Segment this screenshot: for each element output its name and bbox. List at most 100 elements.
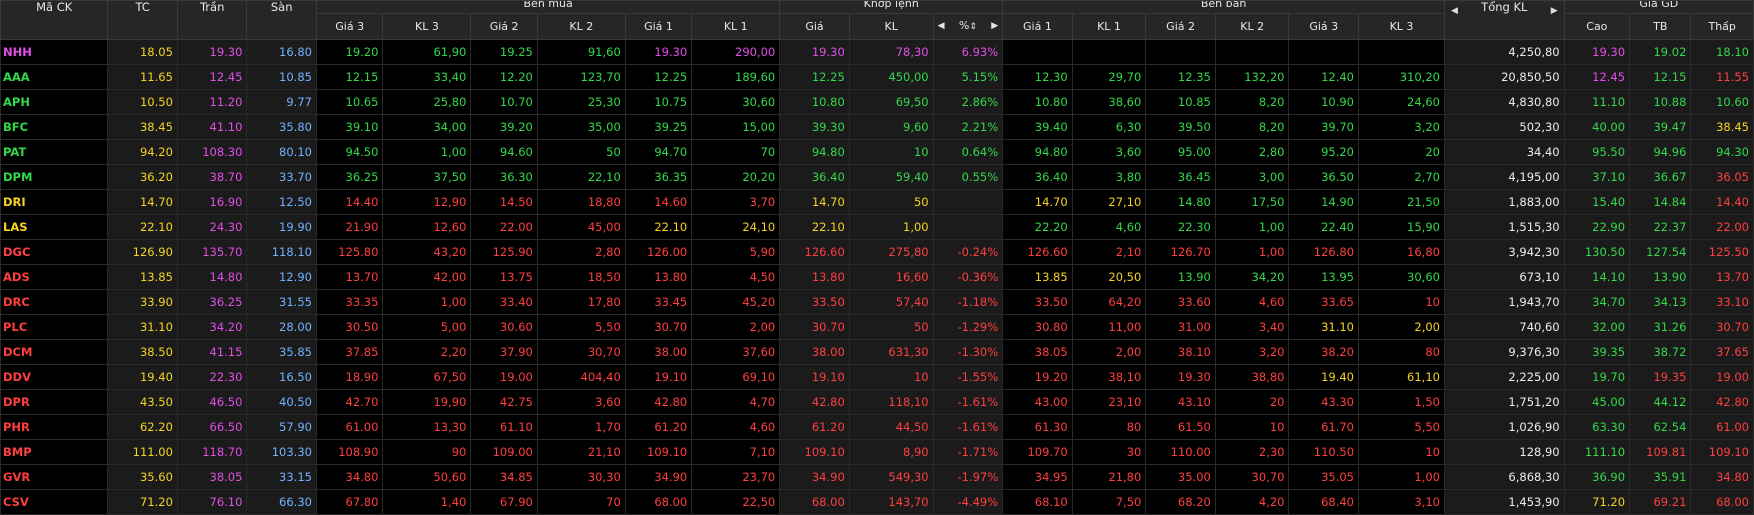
cell-sell-price-2[interactable]: 95.00 xyxy=(1145,139,1216,165)
header-buy-price-1[interactable]: Giá 1 xyxy=(624,13,693,40)
table-row[interactable]: DDV 19.40 22.30 16.50 18.90 67,50 19.00 404,40 1… xyxy=(0,364,1754,390)
cell-buy-price-1[interactable]: 38.00 xyxy=(624,339,693,365)
cell-buy-price-3[interactable]: 94.50 xyxy=(315,139,384,165)
cell-buy-price-1[interactable]: 12.25 xyxy=(624,64,693,90)
cell-buy-price-1[interactable]: 14.60 xyxy=(624,189,693,215)
cell-sell-price-2[interactable]: 110.00 xyxy=(1145,439,1216,465)
cell-sell-price-2[interactable] xyxy=(1145,39,1216,65)
cell-buy-price-2[interactable]: 33.40 xyxy=(470,289,538,315)
table-row[interactable]: DRI 14.70 16.90 12.50 14.40 12,90 14.50 18,80 14… xyxy=(0,189,1754,215)
cell-sell-price-2[interactable]: 61.50 xyxy=(1145,414,1216,440)
table-row[interactable]: ADS 13.85 14.80 12.90 13.70 42,00 13.75 18,50 13… xyxy=(0,264,1754,290)
cell-sell-price-1[interactable]: 14.70 xyxy=(1002,189,1073,215)
cell-sell-price-1[interactable]: 126.60 xyxy=(1002,239,1073,265)
table-row[interactable]: DPR 43.50 46.50 40.50 42.70 19,90 42.75 3,60 42.… xyxy=(0,389,1754,415)
cell-symbol[interactable]: NHH xyxy=(0,39,109,65)
cell-symbol[interactable]: DRC xyxy=(0,289,109,315)
header-ref[interactable]: TC xyxy=(107,0,178,40)
table-row[interactable]: NHH 18.05 19.30 16.80 19.20 61,90 19.25 91,60 19… xyxy=(0,39,1754,65)
cell-sell-price-3[interactable]: 39.70 xyxy=(1288,114,1360,140)
cell-sell-price-1[interactable]: 61.30 xyxy=(1002,414,1073,440)
cell-buy-price-2[interactable]: 34.85 xyxy=(470,464,538,490)
arrow-right-icon[interactable]: ▶ xyxy=(991,21,999,31)
cell-buy-price-2[interactable]: 14.50 xyxy=(470,189,538,215)
arrow-left-icon[interactable]: ◀ xyxy=(937,21,945,31)
cell-buy-price-3[interactable]: 10.65 xyxy=(315,89,384,115)
header-buy-vol-1[interactable]: KL 1 xyxy=(691,13,781,40)
cell-buy-price-1[interactable]: 61.20 xyxy=(624,414,693,440)
header-total[interactable]: ◀ Tổng KL ▶ xyxy=(1443,0,1565,40)
header-buy-price-2[interactable]: Giá 2 xyxy=(470,13,538,40)
cell-sell-price-3[interactable]: 14.90 xyxy=(1288,189,1360,215)
cell-sell-price-2[interactable]: 13.90 xyxy=(1145,264,1216,290)
cell-buy-price-2[interactable]: 39.20 xyxy=(470,114,538,140)
cell-sell-price-1[interactable] xyxy=(1002,39,1073,65)
cell-buy-price-3[interactable]: 42.70 xyxy=(315,389,384,415)
cell-sell-price-3[interactable]: 33.65 xyxy=(1288,289,1360,315)
cell-buy-price-3[interactable]: 18.90 xyxy=(315,364,384,390)
cell-sell-price-2[interactable]: 68.20 xyxy=(1145,489,1216,515)
cell-sell-price-2[interactable]: 39.50 xyxy=(1145,114,1216,140)
cell-buy-price-2[interactable]: 36.30 xyxy=(470,164,538,190)
cell-symbol[interactable]: PAT xyxy=(0,139,109,165)
cell-buy-price-2[interactable]: 19.25 xyxy=(470,39,538,65)
header-sell-price-2[interactable]: Giá 2 xyxy=(1145,13,1216,40)
table-row[interactable]: PHR 62.20 66.50 57.90 61.00 13,30 61.10 1,70 61.… xyxy=(0,414,1754,440)
cell-sell-price-2[interactable]: 35.00 xyxy=(1145,464,1216,490)
header-ceil[interactable]: Trần xyxy=(176,0,248,40)
cell-symbol[interactable]: DPR xyxy=(0,389,109,415)
cell-symbol[interactable]: DRI xyxy=(0,189,109,215)
cell-buy-price-1[interactable]: 68.00 xyxy=(624,489,693,515)
cell-buy-price-3[interactable]: 12.15 xyxy=(315,64,384,90)
cell-sell-price-2[interactable]: 36.45 xyxy=(1145,164,1216,190)
header-buy-price-3[interactable]: Giá 3 xyxy=(315,13,384,40)
cell-buy-price-3[interactable]: 39.10 xyxy=(315,114,384,140)
cell-sell-price-1[interactable]: 33.50 xyxy=(1002,289,1073,315)
cell-sell-price-3[interactable]: 38.20 xyxy=(1288,339,1360,365)
table-row[interactable]: LAS 22.10 24.30 19.90 21.90 12,60 22.00 45,00 22… xyxy=(0,214,1754,240)
cell-symbol[interactable]: AAA xyxy=(0,64,109,90)
cell-buy-price-1[interactable]: 34.90 xyxy=(624,464,693,490)
cell-sell-price-3[interactable]: 31.10 xyxy=(1288,314,1360,340)
header-buy-vol-2[interactable]: KL 2 xyxy=(536,13,626,40)
cell-buy-price-2[interactable]: 19.00 xyxy=(470,364,538,390)
header-match-pct[interactable]: ◀ %⇕ ▶ xyxy=(932,13,1004,40)
cell-sell-price-2[interactable]: 31.00 xyxy=(1145,314,1216,340)
cell-sell-price-3[interactable] xyxy=(1288,39,1360,65)
cell-sell-price-3[interactable]: 95.20 xyxy=(1288,139,1360,165)
cell-symbol[interactable]: PHR xyxy=(0,414,109,440)
cell-buy-price-1[interactable]: 39.25 xyxy=(624,114,693,140)
header-symbol[interactable]: Mã CK xyxy=(0,0,109,40)
cell-buy-price-1[interactable]: 30.70 xyxy=(624,314,693,340)
cell-sell-price-1[interactable]: 30.80 xyxy=(1002,314,1073,340)
cell-symbol[interactable]: CSV xyxy=(0,489,109,515)
cell-sell-price-3[interactable]: 10.90 xyxy=(1288,89,1360,115)
cell-buy-price-3[interactable]: 21.90 xyxy=(315,214,384,240)
table-row[interactable]: DGC 126.90 135.70 118.10 125.80 43,20 125.90 2,… xyxy=(0,239,1754,265)
cell-sell-price-2[interactable]: 14.80 xyxy=(1145,189,1216,215)
sort-icon[interactable]: ⇕ xyxy=(969,22,977,32)
cell-sell-price-1[interactable]: 109.70 xyxy=(1002,439,1073,465)
cell-sell-price-1[interactable]: 68.10 xyxy=(1002,489,1073,515)
cell-buy-price-3[interactable]: 30.50 xyxy=(315,314,384,340)
cell-buy-price-3[interactable]: 67.80 xyxy=(315,489,384,515)
table-row[interactable]: PAT 94.20 108.30 80.10 94.50 1,00 94.60 50 94.70… xyxy=(0,139,1754,165)
cell-buy-price-3[interactable]: 33.35 xyxy=(315,289,384,315)
cell-sell-price-3[interactable]: 19.40 xyxy=(1288,364,1360,390)
cell-sell-price-1[interactable]: 36.40 xyxy=(1002,164,1073,190)
cell-buy-price-2[interactable]: 13.75 xyxy=(470,264,538,290)
table-row[interactable]: BMP 111.00 118.70 103.30 108.90 90 109.00 21,10… xyxy=(0,439,1754,465)
arrow-left-icon[interactable]: ◀ xyxy=(1450,6,1458,16)
table-row[interactable]: CSV 71.20 76.10 66.30 67.80 1,40 67.90 70 68.00 2… xyxy=(0,489,1754,515)
cell-sell-price-1[interactable]: 12.30 xyxy=(1002,64,1073,90)
header-sell-vol-1[interactable]: KL 1 xyxy=(1071,13,1147,40)
header-match-vol[interactable]: KL xyxy=(848,13,934,40)
cell-symbol[interactable]: LAS xyxy=(0,214,109,240)
cell-sell-price-2[interactable]: 10.85 xyxy=(1145,89,1216,115)
cell-buy-price-2[interactable]: 10.70 xyxy=(470,89,538,115)
cell-sell-price-3[interactable]: 12.40 xyxy=(1288,64,1360,90)
cell-buy-price-3[interactable]: 61.00 xyxy=(315,414,384,440)
cell-symbol[interactable]: BMP xyxy=(0,439,109,465)
cell-buy-price-2[interactable]: 61.10 xyxy=(470,414,538,440)
header-buy-vol-3[interactable]: KL 3 xyxy=(382,13,472,40)
